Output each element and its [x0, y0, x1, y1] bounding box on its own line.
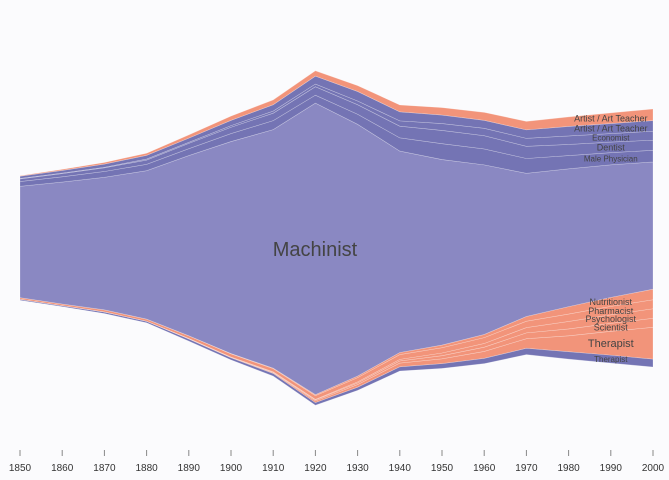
x-tick-label-1920: 1920 [304, 463, 327, 474]
x-tick-label-1870: 1870 [93, 463, 116, 474]
series-label-therapist: Therapist [594, 355, 628, 364]
stream-layer-therapist [19, 298, 654, 403]
series-labels: Machinist Male Physician NutritionistPharm… [273, 113, 648, 364]
x-tick-label-1930: 1930 [346, 463, 369, 474]
series-label-male-physician: Male Physician [584, 155, 638, 164]
x-tick-label-1880: 1880 [135, 463, 158, 474]
x-tick-label-1910: 1910 [262, 463, 285, 474]
stream-layer-male-physician [19, 94, 654, 187]
series-label-psychologist: Psychologist [586, 314, 637, 324]
stream-layer-nutritionist [19, 288, 654, 397]
x-tick-label-1940: 1940 [389, 463, 412, 474]
stream-layer-scientist [19, 298, 654, 402]
stream-layer-pharmacist [19, 297, 654, 400]
stream-layer-economist [19, 83, 654, 180]
stream-layer-artist-art-teacher [19, 70, 654, 177]
x-tick-label-1960: 1960 [473, 463, 496, 474]
series-label-dentist: Dentist [597, 143, 626, 153]
x-tick-label-1890: 1890 [178, 463, 201, 474]
series-label-machinist: Machinist [273, 239, 358, 261]
stream-layer-therapist [19, 298, 654, 406]
x-tick-label-1900: 1900 [220, 463, 243, 474]
x-tick-label-1860: 1860 [51, 463, 74, 474]
x-tick-label-1950: 1950 [431, 463, 454, 474]
stream-layer-machinist [19, 102, 654, 395]
x-tick-label-1990: 1990 [600, 463, 623, 474]
x-tick-label-2000: 2000 [642, 463, 665, 474]
series-label-scientist: Scientist [594, 322, 629, 332]
series-label-artist-art-teacher: Artist / Art Teacher [574, 113, 647, 123]
stream-layer-artist-art-teacher [19, 75, 654, 179]
x-tick-label-1970: 1970 [515, 463, 538, 474]
x-tick-label-1850: 1850 [9, 463, 32, 474]
series-label-artist-art-teacher: Artist / Art Teacher [574, 124, 647, 134]
series-label-therapist: Therapist [588, 338, 634, 350]
stream-layers [19, 70, 654, 406]
stream-layer-psychologist [19, 298, 654, 401]
x-axis: 1850 1860 1870 1880 1890 1900 1910 1920 1930 1940… [9, 450, 665, 474]
series-label-nutritionist: Nutritionist [590, 297, 633, 307]
series-label-pharmacist: Pharmacist [588, 306, 634, 316]
series-label-economist: Economist [592, 134, 630, 143]
x-tick-label-1980: 1980 [557, 463, 580, 474]
